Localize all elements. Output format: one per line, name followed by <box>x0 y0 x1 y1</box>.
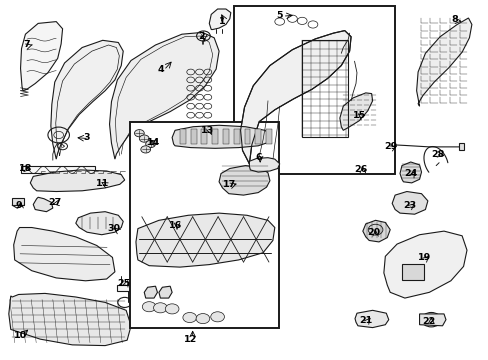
Polygon shape <box>212 129 218 144</box>
Text: 11: 11 <box>96 179 109 188</box>
Polygon shape <box>419 314 445 326</box>
Polygon shape <box>117 285 136 291</box>
Polygon shape <box>180 129 185 144</box>
Text: 20: 20 <box>367 228 380 237</box>
Text: 27: 27 <box>48 198 61 207</box>
Text: 25: 25 <box>117 279 130 288</box>
Text: 15: 15 <box>352 111 365 120</box>
Polygon shape <box>265 129 271 144</box>
Polygon shape <box>249 158 279 172</box>
Polygon shape <box>109 32 219 159</box>
Polygon shape <box>33 197 53 212</box>
Polygon shape <box>9 293 131 346</box>
Text: 8: 8 <box>450 15 457 24</box>
Polygon shape <box>244 129 250 144</box>
Text: 12: 12 <box>183 335 197 343</box>
Bar <box>129 122 278 328</box>
Polygon shape <box>20 166 95 173</box>
Polygon shape <box>136 213 274 267</box>
Text: 22: 22 <box>422 317 435 326</box>
Bar <box>233 6 394 174</box>
Text: 18: 18 <box>19 164 32 173</box>
Polygon shape <box>399 162 421 183</box>
Polygon shape <box>12 198 24 205</box>
Polygon shape <box>190 129 196 144</box>
Polygon shape <box>362 220 389 242</box>
Text: 21: 21 <box>358 316 372 325</box>
Text: 3: 3 <box>83 133 90 142</box>
Polygon shape <box>349 156 370 174</box>
Polygon shape <box>30 170 124 192</box>
Polygon shape <box>458 143 463 150</box>
Circle shape <box>210 312 224 322</box>
Circle shape <box>145 140 155 148</box>
Polygon shape <box>401 264 424 280</box>
Polygon shape <box>76 212 123 235</box>
Polygon shape <box>51 40 123 159</box>
Circle shape <box>139 135 149 142</box>
Circle shape <box>134 130 144 137</box>
Polygon shape <box>339 93 372 130</box>
Polygon shape <box>172 125 271 148</box>
Circle shape <box>196 314 209 324</box>
Text: 16: 16 <box>168 220 182 230</box>
Text: 7: 7 <box>23 40 30 49</box>
Polygon shape <box>354 310 388 328</box>
Polygon shape <box>219 166 269 195</box>
Text: 28: 28 <box>430 150 444 158</box>
Polygon shape <box>201 129 207 144</box>
Text: 5: 5 <box>276 10 283 19</box>
Text: 24: 24 <box>403 169 417 178</box>
Text: 14: 14 <box>147 138 161 147</box>
Polygon shape <box>20 22 62 91</box>
Polygon shape <box>416 18 471 106</box>
Text: 1: 1 <box>219 17 225 26</box>
Polygon shape <box>159 286 172 298</box>
Text: 23: 23 <box>403 201 415 210</box>
Text: 30: 30 <box>107 224 120 233</box>
Text: 29: 29 <box>384 143 397 152</box>
Text: 26: 26 <box>353 165 367 174</box>
Text: 4: 4 <box>158 65 164 74</box>
Text: 6: 6 <box>254 153 261 162</box>
Text: 17: 17 <box>223 180 236 189</box>
Polygon shape <box>209 9 230 30</box>
Circle shape <box>141 146 150 153</box>
Polygon shape <box>383 231 466 298</box>
Polygon shape <box>391 192 427 214</box>
Polygon shape <box>255 129 261 144</box>
Circle shape <box>153 303 167 313</box>
Polygon shape <box>144 286 157 298</box>
Text: 2: 2 <box>198 32 205 41</box>
Polygon shape <box>14 228 115 281</box>
Text: 10: 10 <box>14 331 27 340</box>
Circle shape <box>165 304 179 314</box>
Polygon shape <box>223 129 228 144</box>
Circle shape <box>183 312 196 323</box>
Polygon shape <box>233 129 239 144</box>
Text: 13: 13 <box>201 126 214 135</box>
Polygon shape <box>240 31 350 164</box>
Text: 9: 9 <box>15 202 22 210</box>
Text: 19: 19 <box>417 253 430 262</box>
Circle shape <box>142 302 156 312</box>
